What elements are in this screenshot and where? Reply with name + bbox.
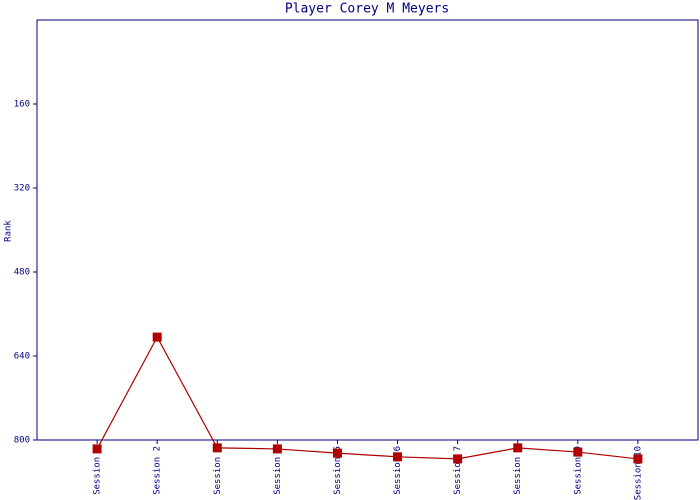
x-tick-label: Session 10 (633, 446, 643, 500)
x-tick-label: Session 4 (273, 446, 283, 495)
series-line (96, 335, 638, 460)
x-tick-label: Session 6 (393, 446, 403, 495)
y-tick-label: 640 (14, 352, 30, 362)
x-tick-label: Session 2 (153, 446, 163, 495)
x-tick-label: Session 9 (573, 446, 583, 495)
point-marker (272, 444, 282, 454)
y-axis-label: Rank (4, 220, 14, 242)
point-marker (393, 452, 403, 462)
x-tick-label: Session 8 (513, 446, 523, 495)
point-marker (212, 443, 222, 453)
x-tick-label: Session 3 (213, 446, 223, 495)
plot-frame (36, 19, 699, 441)
point-marker (453, 454, 463, 464)
point-marker (513, 443, 523, 453)
chart-title: Player Corey M Meyers (285, 2, 449, 17)
point-marker (92, 444, 102, 454)
point-marker (152, 332, 162, 342)
y-tick-label: 800 (14, 436, 30, 446)
y-tick-label: 480 (14, 268, 30, 278)
point-marker (332, 448, 342, 458)
y-tick-label: 160 (14, 100, 30, 110)
x-tick-label: Session 7 (453, 446, 463, 495)
point-marker (633, 454, 643, 464)
point-marker (573, 447, 583, 457)
x-tick-label: Session 5 (333, 446, 343, 495)
y-tick-label: 320 (14, 184, 30, 194)
x-tick-label: Session 1 (93, 446, 103, 495)
